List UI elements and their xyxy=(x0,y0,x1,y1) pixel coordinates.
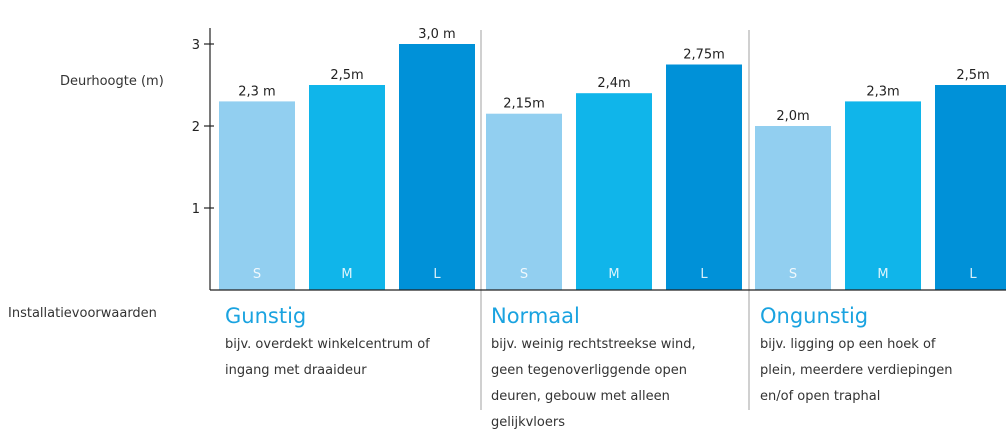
group-description-line: ingang met draaideur xyxy=(225,363,367,378)
bar xyxy=(576,93,652,290)
bar xyxy=(309,85,385,290)
bar xyxy=(486,113,562,290)
y-axis-label: Deurhoogte (m) xyxy=(60,74,164,89)
bar-category-label: M xyxy=(341,267,352,282)
bar xyxy=(935,85,1006,290)
group-description-line: bijv. ligging op een hoek of xyxy=(760,337,936,352)
group-info-normaal: Normaal bijv. weinig rechtstreekse wind,… xyxy=(491,302,746,436)
bar-value-label: 2,3 m xyxy=(238,84,275,99)
bar-value-label: 2,15m xyxy=(503,97,545,112)
bar-category-label: S xyxy=(253,267,261,282)
group-info-ongunstig: Ongunstig bijv. ligging op een hoek of p… xyxy=(760,302,1006,410)
bar xyxy=(755,126,831,290)
bar-category-label: L xyxy=(969,267,977,282)
bar xyxy=(845,101,921,291)
group-title: Normaal xyxy=(491,304,580,328)
y-tick-label: 1 xyxy=(192,202,200,217)
group-title: Ongunstig xyxy=(760,304,869,328)
group-description-line: bijv. weinig rechtstreekse wind, xyxy=(491,337,696,352)
y-tick-label: 2 xyxy=(192,120,200,135)
group-description-line: bijv. overdekt winkelcentrum of xyxy=(225,337,430,352)
bar xyxy=(399,44,475,290)
y-tick-label: 3 xyxy=(192,38,200,53)
bar-category-label: S xyxy=(520,267,528,282)
bar-value-label: 2,5m xyxy=(956,68,989,83)
bar-value-label: 2,0m xyxy=(776,109,809,124)
bar xyxy=(666,64,742,290)
group-description-line: en/of open traphal xyxy=(760,389,881,404)
group-description-line: plein, meerdere verdiepingen xyxy=(760,363,953,378)
bar-category-label: M xyxy=(608,267,619,282)
group-description-line: deuren, gebouw met alleen xyxy=(491,389,670,404)
bar-value-label: 2,4m xyxy=(597,76,630,91)
group-title: Gunstig xyxy=(225,304,307,328)
group-description-line: gelijkvloers xyxy=(491,415,565,430)
bar-category-label: L xyxy=(700,267,708,282)
bar xyxy=(219,101,295,291)
bar-value-label: 2,3m xyxy=(866,84,899,99)
group-description-line: geen tegenoverliggende open xyxy=(491,363,687,378)
bar-value-label: 2,75m xyxy=(683,48,725,63)
bar-category-label: M xyxy=(877,267,888,282)
bar-value-label: 2,5m xyxy=(330,68,363,83)
group-info-gunstig: Gunstig bijv. overdekt winkelcentrum of … xyxy=(225,302,480,384)
row-label: Installatievoorwaarden xyxy=(8,306,157,321)
bar-category-label: L xyxy=(433,267,441,282)
bar-value-label: 3,0 m xyxy=(418,27,455,42)
bar-category-label: S xyxy=(789,267,797,282)
